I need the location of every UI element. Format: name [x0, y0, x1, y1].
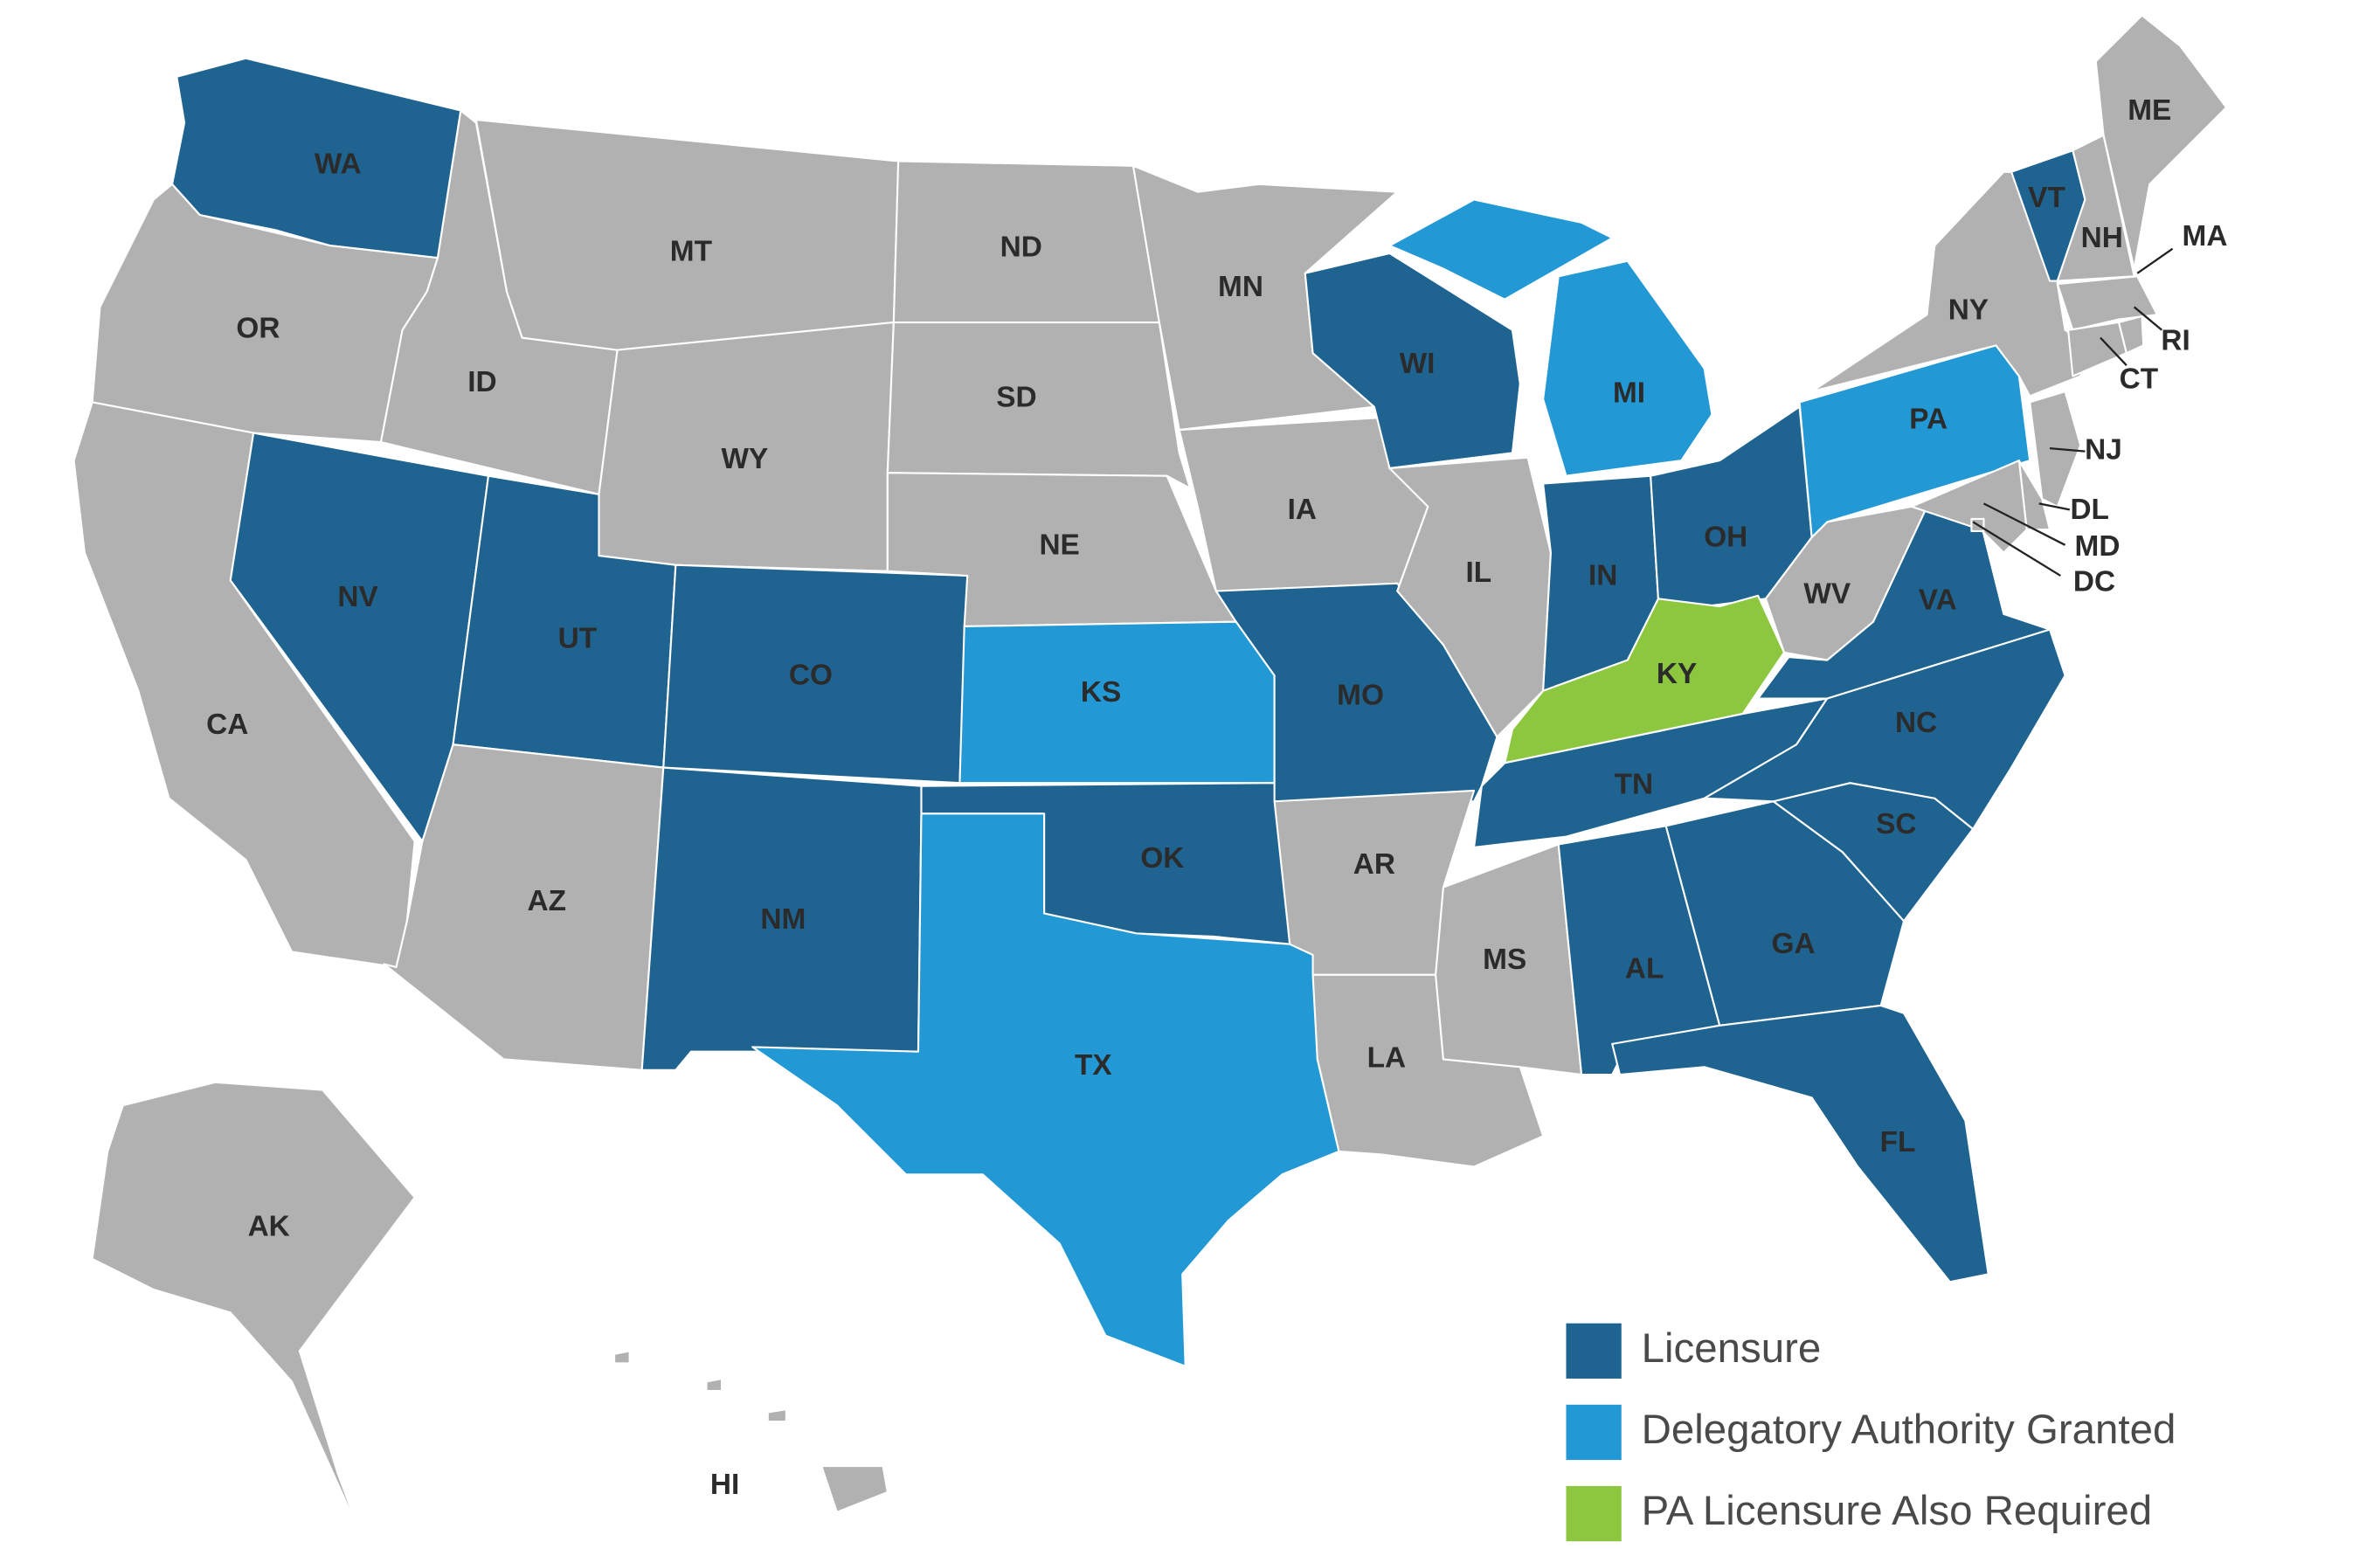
state-label: WA: [315, 149, 362, 181]
state-label: HI: [710, 1469, 739, 1501]
state-shape: [1910, 460, 2028, 554]
state-label: NE: [1039, 529, 1079, 561]
state-label: WY: [722, 443, 769, 475]
state-label: MS: [1483, 944, 1526, 976]
state-label: KY: [1657, 658, 1697, 690]
state-shape: [1703, 628, 2066, 830]
leader-line: [2100, 336, 2127, 366]
state-shape: [2056, 134, 2135, 282]
state-label: NY: [1948, 294, 1989, 327]
state-label: SC: [1876, 808, 1916, 840]
leader-line: [1982, 502, 2066, 546]
state-label: SD: [996, 382, 1036, 414]
state-label: CO: [789, 660, 833, 692]
state-label: MN: [1218, 271, 1263, 303]
state-label: NH: [2081, 222, 2123, 254]
leader-line: [2049, 446, 2086, 453]
state-label: KS: [1081, 676, 1121, 709]
state-label: TN: [1615, 768, 1654, 800]
state-label: MO: [1337, 680, 1384, 712]
state-label: MT: [670, 236, 713, 268]
state-shape: [1304, 252, 1521, 469]
state-shape: [613, 1350, 889, 1513]
state-shape: [886, 321, 1192, 489]
legend-label: PA Licensure Also Required: [1642, 1488, 2153, 1534]
state-label: AL: [1625, 952, 1664, 985]
state-shape: [91, 1081, 416, 1537]
state-labels: WA OR CA NV ID MT WY UT CO AZ NM ND SD NE KS OK TX MN IA MO…: [206, 94, 2227, 1501]
state-shape: [1810, 170, 2090, 398]
state-label: MD: [2075, 530, 2121, 563]
state-shape: [2094, 14, 2228, 270]
state-label: AR: [1353, 848, 1395, 881]
state-label: NM: [760, 903, 806, 936]
state-shapes: [73, 14, 2228, 1537]
state-label: GA: [1772, 928, 1816, 960]
state-shape: [170, 57, 462, 259]
state-shape: [1388, 456, 1552, 738]
state-label: VA: [1919, 584, 1957, 617]
state-shape: [2067, 321, 2127, 377]
state-label: FL: [1880, 1126, 1916, 1158]
legend-label: Licensure: [1642, 1325, 1822, 1372]
state-label: AK: [248, 1211, 290, 1243]
state-label: WI: [1400, 348, 1436, 380]
state-label: CA: [206, 709, 248, 741]
state-label: LA: [1367, 1041, 1407, 1074]
legend-swatch: [1566, 1485, 1622, 1542]
leader-line: [2136, 247, 2174, 274]
legend-swatch: [1566, 1404, 1622, 1461]
legend-swatch: [1566, 1323, 1622, 1379]
state-label: OR: [236, 313, 280, 345]
state-label: RI: [2161, 325, 2190, 357]
state-label: NJ: [2085, 433, 2122, 466]
state-label: AZ: [527, 885, 565, 917]
state-label: IL: [1466, 557, 1492, 589]
state-label: UT: [558, 623, 598, 655]
state-label: TX: [1075, 1049, 1112, 1082]
leader-line: [2038, 502, 2071, 511]
state-label: NC: [1895, 707, 1937, 739]
state-label: DL: [2070, 494, 2109, 526]
state-label: OH: [1704, 522, 1747, 554]
leader-line: [2133, 306, 2163, 331]
state-shape: [1611, 1004, 1989, 1283]
leader-line: [1972, 521, 2061, 577]
state-label: WV: [1803, 578, 1851, 611]
state-shape: [2118, 315, 2145, 355]
state-label: ID: [467, 366, 496, 398]
state-label: CT: [2120, 363, 2159, 396]
state-label: ME: [2127, 94, 2171, 127]
state-label: MA: [2183, 220, 2228, 252]
state-label: VT: [2028, 182, 2065, 214]
state-shape: [1388, 198, 1713, 477]
legend: Licensure Delegatory Authority Granted PA …: [1566, 1323, 2176, 1542]
state-label: PA: [1909, 403, 1948, 435]
state-label: MI: [1613, 377, 1645, 409]
legend-label: Delegatory Authority Granted: [1642, 1407, 2176, 1453]
state-label: IA: [1288, 494, 1317, 526]
state-label: IN: [1588, 560, 1617, 592]
state-label: NV: [337, 581, 378, 613]
state-label: OK: [1140, 842, 1184, 875]
state-shape: [751, 813, 1340, 1367]
state-label: DC: [2073, 566, 2115, 598]
state-label: ND: [1000, 231, 1042, 263]
